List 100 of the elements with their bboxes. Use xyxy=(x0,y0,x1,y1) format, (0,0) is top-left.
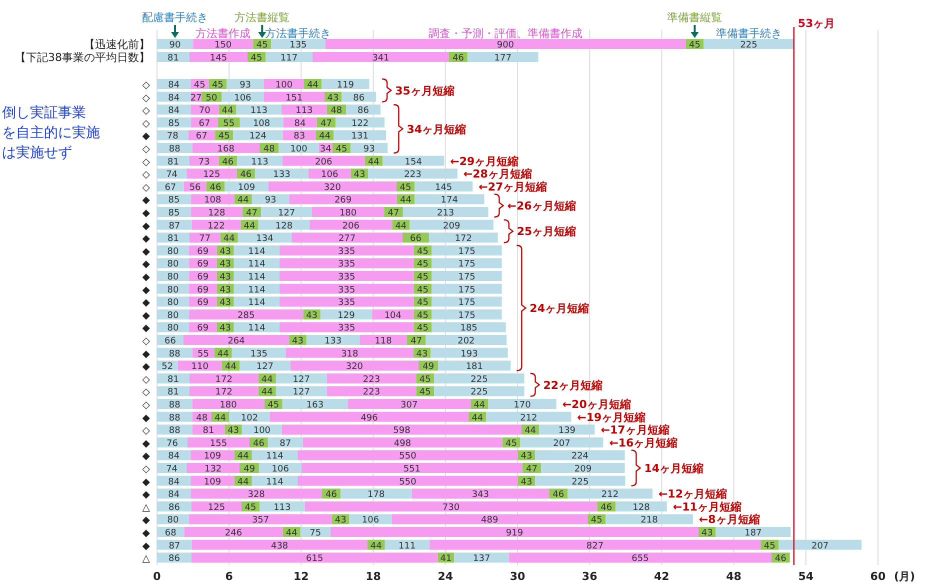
data-label: 919 xyxy=(506,528,524,538)
y-tick-label: ◇ xyxy=(142,400,150,411)
data-label: 113 xyxy=(296,106,313,116)
bar xyxy=(192,540,368,550)
data-label: 84 xyxy=(168,477,180,488)
data-label: 113 xyxy=(274,502,291,513)
bar xyxy=(535,476,626,486)
y-tick-label: ◇ xyxy=(142,156,150,168)
bar xyxy=(432,258,502,268)
data-label: 185 xyxy=(460,324,478,334)
data-label: 45 xyxy=(419,374,431,385)
data-label: 44 xyxy=(261,388,274,398)
text: 48 xyxy=(726,570,742,583)
data-label: 269 xyxy=(334,196,352,206)
data-label: 43 xyxy=(220,260,232,270)
bar xyxy=(264,92,324,102)
data-label: 328 xyxy=(248,490,266,500)
data-label: 45 xyxy=(250,54,262,64)
data-label: 44 xyxy=(307,80,319,90)
data-label: 125 xyxy=(208,502,226,513)
bar xyxy=(428,232,498,243)
y-tick-label: ◆ xyxy=(142,490,150,501)
bar xyxy=(192,399,264,409)
bar xyxy=(282,104,327,115)
data-label: 85 xyxy=(168,118,180,129)
data-label: 122 xyxy=(208,221,225,232)
data-label: 178 xyxy=(368,490,385,500)
bar xyxy=(310,220,392,230)
data-label: 118 xyxy=(374,336,392,346)
data-label: 44 xyxy=(261,374,274,385)
data-label: 86 xyxy=(353,93,365,104)
data-label: 45 xyxy=(419,388,431,398)
annotation: ←19ヶ月短縮 xyxy=(577,410,646,424)
data-label: 175 xyxy=(458,285,476,296)
data-label: 174 xyxy=(440,196,458,206)
data-label: 66 xyxy=(410,234,422,244)
data-label: 496 xyxy=(360,413,378,424)
data-label: 56 xyxy=(189,182,202,193)
data-label: 44 xyxy=(368,157,380,168)
data-label: 45 xyxy=(268,400,280,410)
data-label: 209 xyxy=(574,464,592,474)
data-label: 66 xyxy=(164,336,176,346)
data-label: 47 xyxy=(246,208,258,218)
y-tick-label: ◆ xyxy=(142,272,150,283)
y-tick-label: ◇ xyxy=(142,374,150,386)
bar xyxy=(234,258,280,268)
data-label: 43 xyxy=(327,93,339,104)
data-label: 224 xyxy=(571,452,589,462)
data-label: 84 xyxy=(168,80,180,90)
data-label: 77 xyxy=(199,234,211,244)
data-label: 93 xyxy=(363,144,375,154)
bar xyxy=(189,514,332,524)
bar xyxy=(237,156,282,166)
data-label: 45 xyxy=(194,80,206,90)
y-tick-label: ◆ xyxy=(142,540,150,552)
data-label: 47 xyxy=(320,118,332,129)
data-label: 498 xyxy=(394,438,412,449)
data-label: 43 xyxy=(354,170,366,180)
data-label: 46 xyxy=(600,502,612,513)
data-label: 67 xyxy=(196,132,208,142)
data-label: 225 xyxy=(470,388,488,398)
data-label: 67 xyxy=(164,182,176,193)
bar xyxy=(286,348,414,358)
bar xyxy=(282,399,348,409)
data-label: 88 xyxy=(168,400,181,410)
bar xyxy=(238,232,292,243)
data-label: 46 xyxy=(552,490,564,500)
ref-line-label: 53ヶ月 xyxy=(798,17,836,30)
y-tick-label: ◇ xyxy=(142,464,150,475)
data-label: 80 xyxy=(167,324,180,334)
data-label: 145 xyxy=(210,54,228,64)
data-label: 81 xyxy=(167,54,179,64)
data-label: 80 xyxy=(167,246,180,257)
y-tick-label: ◆ xyxy=(142,362,150,373)
series-label: 方法書手続き xyxy=(265,27,332,40)
y-tick-label: ◆ xyxy=(142,310,150,322)
bar xyxy=(298,450,518,460)
text: 倒し実証事業 xyxy=(2,105,86,121)
data-label: 100 xyxy=(275,80,293,90)
data-label: 135 xyxy=(250,349,268,360)
data-label: 127 xyxy=(256,362,274,372)
data-label: 86 xyxy=(358,106,370,116)
bar xyxy=(282,156,365,166)
data-label: 212 xyxy=(601,490,619,500)
data-label: 43 xyxy=(228,426,240,436)
data-label: 207 xyxy=(811,541,829,552)
y-tick-label: ◆ xyxy=(142,476,150,488)
bar xyxy=(541,463,625,473)
annotation: ←8ヶ月短縮 xyxy=(698,513,760,526)
bar xyxy=(384,540,430,550)
bar xyxy=(187,437,250,448)
data-label: 43 xyxy=(220,272,232,282)
bar xyxy=(240,360,290,371)
data-label: 133 xyxy=(273,170,290,180)
data-label: 206 xyxy=(342,221,360,232)
bar xyxy=(340,488,412,499)
data-label: 202 xyxy=(458,336,475,346)
data-label: 47 xyxy=(526,464,538,474)
data-label: 88 xyxy=(168,349,181,360)
data-label: 44 xyxy=(474,400,486,410)
